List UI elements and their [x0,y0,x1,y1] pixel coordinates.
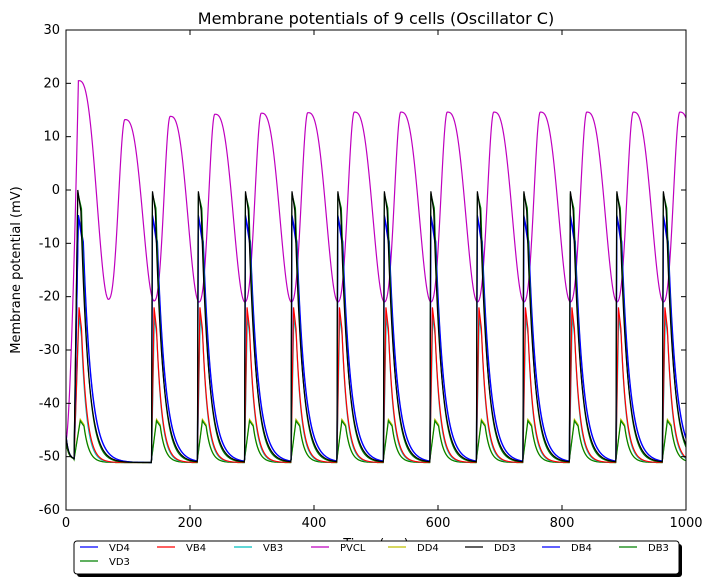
y-tick-label: -50 [39,450,60,465]
legend-label-vd3: VD3 [109,557,130,568]
legend-label-db3: DB3 [648,543,669,554]
y-tick-label: 10 [43,130,60,145]
x-tick-label: 0 [62,516,70,531]
series-line-vb4 [66,307,686,464]
legend: VD4 VB4 VB3 PVCL DD4 DD3 DB4 DB3 VD3 [73,540,682,577]
x-tick-label: 400 [302,516,327,531]
y-tick-label: -20 [39,290,60,305]
chart-title: Membrane potentials of 9 cells (Oscillat… [198,9,554,28]
series-layer [66,80,686,464]
legend-label-pvcl: PVCL [340,543,366,554]
legend-label-vb4: VB4 [186,543,206,554]
plot-frame [65,29,687,511]
legend-label-vb3: VB3 [263,543,283,554]
legend-label-vd4: VD4 [109,543,130,554]
y-tick-label: 0 [52,183,60,198]
y-tick-label: -10 [39,236,60,251]
legend-label-dd4: DD4 [417,543,439,554]
ticks-layer: 0 200 400 600 800 1000 -60 -50 -40 -30 -20 -10 0 10 20… [39,23,703,531]
y-tick-label: -30 [39,343,60,358]
y-tick-label: 20 [43,76,60,91]
x-tick-label: 600 [426,516,451,531]
legend-box [73,540,680,575]
y-tick-label: -60 [39,503,60,518]
y-tick-label: -40 [39,396,60,411]
x-tick-label: 200 [178,516,203,531]
y-axis-label: Membrane potential (mV) [9,186,24,353]
x-tick-label: 800 [550,516,575,531]
legend-label-dd3: DD3 [494,543,516,554]
series-line-dd3 [66,189,686,464]
legend-label-db4: DB4 [571,543,592,554]
x-tick-label: 1000 [669,516,702,531]
series-line-pvcl [66,80,686,441]
y-tick-label: 30 [43,23,60,38]
series-line-db4 [66,216,686,464]
